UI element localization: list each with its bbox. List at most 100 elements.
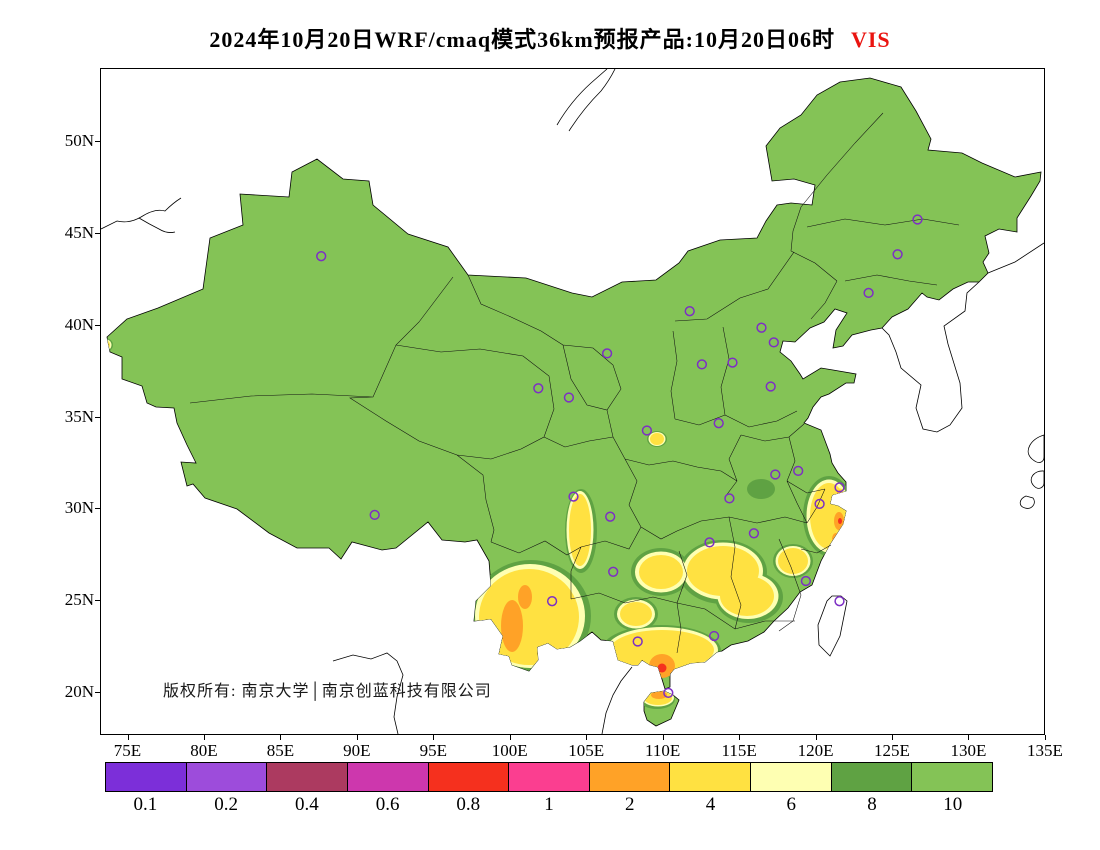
colorbar-segment	[346, 763, 428, 791]
lon-tick-label: 115E	[721, 741, 757, 760]
city-marker	[748, 528, 760, 539]
axis-tick	[892, 735, 893, 740]
copyright-text: 版权所有: 南京大学│南京创蓝科技有限公司	[163, 683, 492, 700]
bay-of-bengal-coastline	[332, 652, 404, 734]
lon-tick-label: 120E	[797, 741, 834, 760]
city-marker	[912, 214, 923, 225]
lake-balkhash	[101, 197, 182, 233]
lat-tick-label: 25N	[64, 590, 94, 610]
city-marker	[765, 381, 776, 392]
colorbar-segment	[588, 763, 670, 791]
china-visibility-map	[101, 69, 1044, 734]
axis-tick	[1044, 735, 1046, 740]
colorbar-label: 4	[705, 794, 716, 815]
axis-tick	[95, 600, 100, 602]
colorbar-segment	[185, 763, 267, 791]
colorbar-segment	[427, 763, 509, 791]
city-marker	[768, 337, 779, 348]
city-marker	[892, 249, 903, 260]
visibility-shading	[107, 338, 855, 709]
axis-tick	[95, 508, 100, 510]
axis-tick	[433, 735, 435, 740]
axis-tick	[127, 735, 129, 740]
city-marker	[834, 482, 845, 493]
city-marker	[632, 636, 643, 647]
axis-tick	[815, 735, 817, 740]
lon-tick-label: 85E	[266, 741, 295, 760]
axis-tick	[95, 416, 100, 418]
axis-tick	[968, 735, 970, 740]
colorbar-label: 2	[625, 794, 635, 815]
korea-coastline	[881, 281, 980, 433]
lat-tick-label: 50N	[64, 131, 94, 151]
city-marker	[727, 357, 738, 368]
colorbar-label: 6	[786, 794, 796, 815]
lon-tick-label: 100E	[491, 741, 528, 760]
title-text: 2024年10月20日WRF/cmaq模式36km预报产品:10月20日06时	[209, 27, 835, 52]
lon-tick-label: 130E	[950, 741, 987, 760]
colorbar-segment	[266, 763, 347, 791]
lon-tick-label: 125E	[874, 741, 910, 760]
lake-baikal	[556, 69, 616, 132]
city-marker	[708, 630, 720, 642]
colorbar-segment	[830, 763, 912, 791]
colorbar-label: 1	[544, 794, 554, 815]
lon-tick-label: 110E	[645, 741, 681, 760]
lon-tick-label: 95E	[419, 741, 447, 760]
city-marker	[563, 392, 575, 403]
colorbar-labels: 0.1 0.2 0.4 0.6 0.8 1 2 4 6 8 10	[105, 794, 993, 816]
city-marker	[663, 687, 674, 699]
colorbar-segment	[911, 763, 993, 791]
city-marker	[601, 348, 613, 359]
axis-tick	[95, 141, 100, 143]
lat-tick-label: 30N	[64, 498, 94, 518]
colorbar-segment	[106, 763, 186, 791]
axis-tick	[662, 735, 664, 740]
city-marker	[546, 596, 558, 607]
colorbar-segment	[750, 763, 831, 791]
city-marker	[863, 287, 874, 299]
city-marker	[724, 493, 735, 504]
axis-tick	[586, 735, 588, 740]
japan-islands	[1019, 434, 1044, 509]
axis-tick	[95, 233, 100, 235]
city-marker	[316, 251, 327, 262]
lon-tick-label: 135E	[1026, 741, 1063, 760]
colorbar-label: 0.1	[133, 794, 158, 815]
city-marker	[834, 596, 845, 607]
city-marker	[369, 509, 380, 521]
city-marker	[605, 511, 616, 522]
city-marker	[608, 566, 619, 577]
colorbar-segment	[508, 763, 589, 791]
city-marker	[713, 418, 724, 429]
lat-tick-label: 40N	[64, 314, 94, 334]
axis-tick	[739, 735, 741, 740]
axis-tick	[95, 324, 100, 326]
city-marker	[641, 425, 653, 436]
city-marker	[568, 491, 579, 502]
lat-tick-label: 20N	[64, 681, 94, 701]
axis-tick	[203, 735, 205, 740]
axis-tick	[509, 735, 511, 740]
city-marker	[814, 498, 825, 510]
lon-tick-label: 90E	[343, 741, 371, 760]
lon-tick-label: 75E	[113, 741, 142, 760]
colorbar-label: 0.6	[375, 794, 400, 815]
russia-coastline	[987, 242, 1044, 274]
lat-tick-label: 35N	[64, 406, 94, 426]
city-marker	[696, 359, 708, 370]
lon-tick-label: 105E	[568, 741, 605, 760]
axis-tick	[356, 735, 358, 740]
page-title: 2024年10月20日WRF/cmaq模式36km预报产品:10月20日06时 V…	[0, 22, 1100, 54]
colorbar-label: 0.2	[214, 794, 238, 815]
colorbar-label: 10	[943, 794, 963, 815]
vietnam-coastline	[601, 666, 633, 734]
province-borders	[189, 112, 960, 654]
axis-tick	[280, 735, 282, 740]
colorbar-segment	[669, 763, 751, 791]
axis-tick	[95, 691, 100, 693]
city-marker	[800, 575, 812, 587]
city-marker	[704, 537, 715, 548]
colorbar-label: 8	[867, 794, 877, 815]
